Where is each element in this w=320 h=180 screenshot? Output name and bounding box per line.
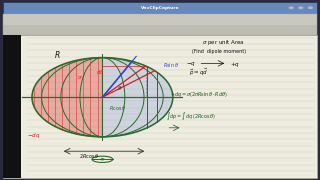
Text: $R\sin\theta$: $R\sin\theta$ [163,61,179,69]
Text: $R\cos\theta$: $R\cos\theta$ [109,104,126,112]
Text: $\vec{p} = q\vec{d}$: $\vec{p} = q\vec{d}$ [189,67,208,78]
Text: $\sigma$ per unit Area: $\sigma$ per unit Area [202,38,244,47]
Circle shape [298,6,303,9]
Text: VnvClipCapture: VnvClipCapture [141,6,179,10]
Text: $d\theta$: $d\theta$ [96,68,104,76]
Text: $+q$: $+q$ [230,60,240,69]
Text: $\int dp = \int dq\,(2R\cos\theta)$: $\int dp = \int dq\,(2R\cos\theta)$ [166,110,217,122]
Text: $\sigma$: $\sigma$ [77,74,83,81]
FancyBboxPatch shape [3,2,317,14]
Text: $-q$: $-q$ [186,60,196,68]
Text: $+dq = \sigma(2\pi R\sin\theta\cdot Rd\theta)$: $+dq = \sigma(2\pi R\sin\theta\cdot Rd\t… [170,90,228,99]
FancyBboxPatch shape [3,35,21,178]
Text: $2R\cos\theta$: $2R\cos\theta$ [79,152,100,160]
Polygon shape [102,58,173,137]
Polygon shape [32,58,102,137]
FancyBboxPatch shape [3,26,317,35]
FancyBboxPatch shape [3,14,317,26]
Text: $-dq$: $-dq$ [27,131,41,140]
FancyBboxPatch shape [3,35,317,178]
Text: (Find  dipole moment): (Find dipole moment) [192,49,246,54]
Circle shape [308,6,313,9]
Text: R: R [54,51,60,60]
Text: $\theta$: $\theta$ [117,84,122,92]
Circle shape [289,6,294,9]
Circle shape [100,158,104,160]
